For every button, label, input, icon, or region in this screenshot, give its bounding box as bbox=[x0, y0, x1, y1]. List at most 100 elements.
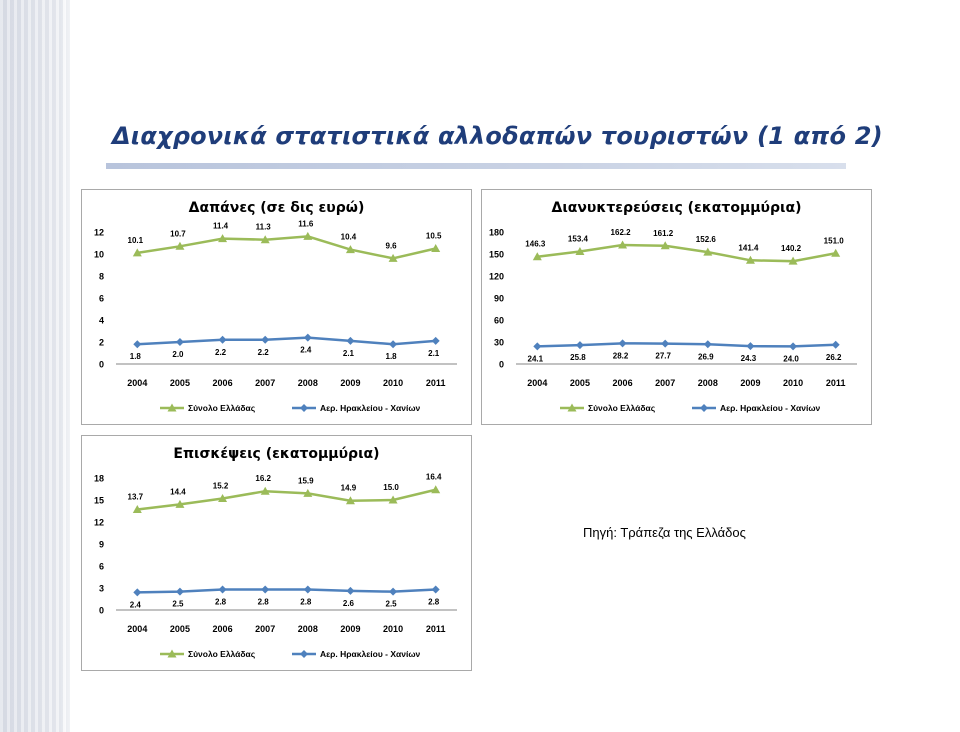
data-label: 24.0 bbox=[783, 354, 799, 363]
data-label: 10.7 bbox=[170, 229, 186, 238]
chart-svg: Δαπάνες (σε δις ευρώ) 0 2 4 6 8 10 12 2004 2005 20… bbox=[94, 200, 457, 413]
data-label: 162.2 bbox=[611, 228, 632, 237]
data-point bbox=[346, 336, 355, 345]
x-tick-label: 2009 bbox=[340, 624, 360, 634]
data-label: 10.1 bbox=[128, 236, 144, 245]
data-label: 26.2 bbox=[826, 353, 842, 362]
series-line-heraklion-chania bbox=[137, 336, 436, 346]
y-tick-label: 60 bbox=[494, 316, 504, 326]
data-point bbox=[532, 252, 542, 261]
x-tick-label: 2004 bbox=[127, 378, 147, 388]
y-tick-label: 0 bbox=[99, 606, 104, 616]
data-point bbox=[431, 485, 441, 494]
data-label: 16.2 bbox=[255, 474, 271, 483]
data-point bbox=[218, 234, 228, 243]
y-tick-label: 6 bbox=[99, 294, 104, 304]
legend-marker bbox=[700, 404, 708, 412]
data-point bbox=[303, 488, 313, 497]
data-point bbox=[175, 338, 184, 346]
legend-label: Σύνολο Ελλάδας bbox=[188, 649, 256, 659]
legend-marker bbox=[300, 650, 308, 658]
data-label: 161.2 bbox=[653, 229, 674, 238]
data-point bbox=[660, 241, 670, 250]
y-tick-label: 30 bbox=[494, 338, 504, 348]
data-label: 10.4 bbox=[341, 233, 357, 242]
data-point bbox=[831, 340, 840, 349]
data-point bbox=[575, 341, 584, 350]
legend-marker bbox=[167, 403, 177, 412]
chart-svg: Διανυκτερεύσεις (εκατομμύρια) 0 30 60 90 120 1… bbox=[489, 200, 857, 413]
x-tick-label: 2006 bbox=[613, 378, 633, 388]
data-point bbox=[132, 248, 142, 257]
data-label: 2.6 bbox=[343, 599, 355, 608]
x-tick-label: 2005 bbox=[170, 378, 190, 388]
data-point bbox=[218, 335, 227, 344]
data-label: 2.5 bbox=[172, 600, 184, 609]
data-label: 2.2 bbox=[258, 348, 270, 357]
legend-marker bbox=[567, 403, 577, 412]
y-tick-label: 15 bbox=[94, 496, 104, 506]
title-underline bbox=[106, 163, 846, 169]
data-point bbox=[261, 335, 270, 344]
data-point bbox=[261, 585, 270, 594]
data-point bbox=[533, 342, 542, 351]
x-tick-label: 2010 bbox=[383, 378, 403, 388]
data-label: 2.1 bbox=[343, 349, 355, 358]
data-label: 146.3 bbox=[525, 240, 546, 249]
y-tick-label: 150 bbox=[489, 250, 504, 260]
x-tick-label: 2009 bbox=[340, 378, 360, 388]
legend-label: Αερ. Ηρακλείου - Χανίων bbox=[720, 403, 820, 413]
legend-label: Αερ. Ηρακλείου - Χανίων bbox=[320, 649, 420, 659]
data-label: 11.6 bbox=[298, 219, 314, 228]
y-tick-label: 12 bbox=[94, 228, 104, 238]
data-label: 13.7 bbox=[128, 493, 144, 502]
series-line-total-greece bbox=[137, 235, 436, 260]
data-point bbox=[303, 585, 312, 594]
data-label: 2.0 bbox=[172, 350, 184, 359]
data-point bbox=[389, 587, 398, 596]
data-point bbox=[218, 494, 228, 503]
y-tick-label: 2 bbox=[99, 338, 104, 348]
data-point bbox=[703, 340, 712, 349]
chart-spending: Δαπάνες (σε δις ευρώ) 0 2 4 6 8 10 12 2004 2005 20… bbox=[81, 189, 472, 425]
series-line-total-greece bbox=[537, 243, 836, 263]
data-label: 2.5 bbox=[386, 600, 398, 609]
data-label: 152.6 bbox=[696, 235, 717, 244]
x-tick-label: 2006 bbox=[213, 378, 233, 388]
x-tick-label: 2008 bbox=[298, 378, 318, 388]
chart-visits: Επισκέψεις (εκατομμύρια) 0 3 6 9 12 15 18 2004 20… bbox=[81, 435, 472, 671]
data-point bbox=[789, 342, 798, 351]
x-tick-label: 2005 bbox=[570, 378, 590, 388]
y-tick-label: 0 bbox=[99, 360, 104, 370]
y-tick-label: 4 bbox=[99, 316, 104, 326]
x-tick-label: 2008 bbox=[298, 624, 318, 634]
x-tick-label: 2004 bbox=[127, 624, 147, 634]
data-label: 2.2 bbox=[215, 348, 227, 357]
data-label: 15.9 bbox=[298, 476, 314, 485]
x-tick-label: 2004 bbox=[527, 378, 547, 388]
data-point bbox=[431, 336, 440, 345]
series-line-heraklion-chania bbox=[137, 588, 436, 594]
data-label: 10.5 bbox=[426, 232, 442, 241]
series-line-heraklion-chania bbox=[537, 342, 836, 348]
y-tick-label: 120 bbox=[489, 272, 504, 282]
x-tick-label: 2009 bbox=[740, 378, 760, 388]
data-label: 2.1 bbox=[428, 349, 440, 358]
y-tick-label: 18 bbox=[94, 474, 104, 484]
x-tick-label: 2005 bbox=[170, 624, 190, 634]
data-label: 14.9 bbox=[341, 484, 357, 493]
chart-overnight-stays: Διανυκτερεύσεις (εκατομμύρια) 0 30 60 90 120 1… bbox=[481, 189, 872, 425]
legend-marker bbox=[300, 404, 308, 412]
source-note: Πηγή: Τράπεζα της Ελλάδος bbox=[583, 525, 746, 540]
data-point bbox=[345, 245, 355, 254]
data-point bbox=[175, 499, 185, 508]
data-label: 153.4 bbox=[568, 235, 589, 244]
data-label: 2.8 bbox=[428, 597, 440, 606]
slide-title: Διαχρονικά στατιστικά αλλοδαπών τουριστώ… bbox=[112, 122, 883, 150]
data-point bbox=[703, 247, 713, 256]
data-label: 141.4 bbox=[738, 243, 759, 252]
data-point bbox=[431, 244, 441, 252]
chart-title: Διανυκτερεύσεις (εκατομμύρια) bbox=[551, 200, 801, 216]
data-label: 151.0 bbox=[824, 236, 845, 245]
data-label: 26.9 bbox=[698, 352, 714, 361]
